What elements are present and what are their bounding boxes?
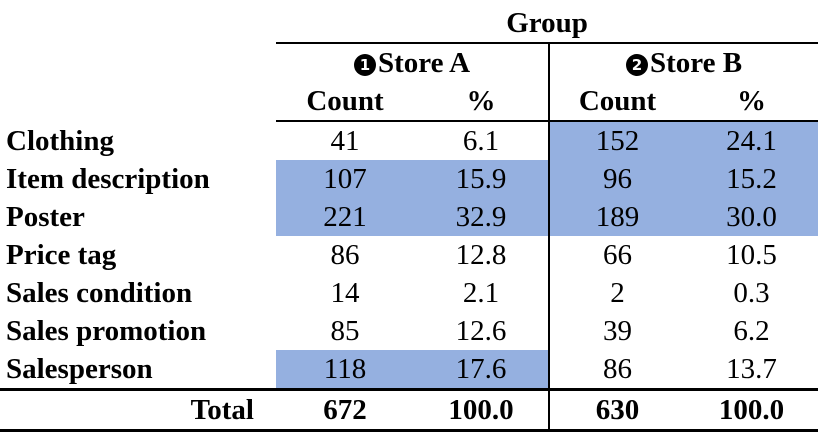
- table-row: Price tag 86 12.8 66 10.5: [0, 236, 818, 274]
- store-b-pct-header: %: [685, 82, 818, 122]
- subheader-row: Count % Count %: [0, 82, 818, 122]
- store-header-row: 1 Store A 2 Store B: [0, 43, 818, 82]
- store-a-pct: 2.1: [414, 274, 550, 312]
- store-a-pct-header: %: [414, 82, 550, 122]
- store-a-total-count: 672: [276, 388, 414, 432]
- number-two-marker-icon: 2: [625, 54, 648, 76]
- store-b-pct: 0.3: [733, 277, 770, 309]
- table-row: Poster 221 32.9 189 30.0: [0, 198, 818, 236]
- total-row: Total 672 100.0 630 100.0: [0, 388, 818, 432]
- table-row: Clothing 41 6.1 152 24.1: [0, 121, 818, 160]
- total-label: Total: [0, 388, 276, 432]
- store-b-count: 86: [603, 353, 632, 385]
- store-b-count: 189: [549, 198, 685, 236]
- row-label: Price tag: [6, 239, 117, 271]
- store-a-pct: 12.6: [414, 312, 550, 350]
- number-one-marker-icon: 1: [353, 54, 376, 76]
- row-label: Salesperson: [6, 353, 153, 385]
- store-b-total-pct: 100.0: [685, 388, 818, 432]
- store-b-count: 2: [610, 277, 625, 309]
- store-a-count: 41: [330, 125, 360, 157]
- group-header: Group: [276, 4, 818, 44]
- row-label: Item description: [6, 163, 210, 195]
- store-b-pct: 15.2: [685, 160, 818, 198]
- store-a-pct: 6.1: [414, 121, 550, 160]
- corner-cell: [0, 43, 276, 82]
- store-a-count: 86: [330, 239, 360, 271]
- table-body: Clothing 41 6.1 152 24.1 Item descriptio…: [0, 121, 818, 432]
- store-b-pct: 6.2: [733, 315, 770, 347]
- store-a-count-header: Count: [276, 82, 414, 122]
- store-comparison-table: Group 1 Store A 2 Store B Count % Count % …: [0, 4, 818, 432]
- store-b-pct: 10.5: [726, 239, 777, 271]
- row-label: Clothing: [6, 124, 114, 157]
- store-b-pct: 13.7: [726, 353, 777, 385]
- store-b-count: 96: [549, 160, 685, 198]
- store-a-pct: 17.6: [414, 350, 550, 390]
- store-a-count: 85: [330, 315, 360, 347]
- store-a-count: 14: [330, 277, 360, 309]
- row-label: Poster: [6, 201, 85, 233]
- store-b-count: 152: [549, 121, 685, 160]
- store-b-count: 39: [603, 315, 632, 347]
- row-label: Sales promotion: [6, 315, 207, 347]
- store-a-total-pct: 100.0: [414, 388, 550, 432]
- store-a-name: Store A: [377, 47, 471, 79]
- corner-cell: [0, 82, 276, 121]
- store-b-pct: 30.0: [685, 198, 818, 236]
- store-a-count: 221: [276, 198, 414, 236]
- store-a-header: 1 Store A: [276, 43, 550, 82]
- corner-cell: [0, 4, 276, 43]
- store-b-name: Store B: [649, 47, 743, 79]
- store-b-header: 2 Store B: [549, 43, 818, 82]
- row-label: Sales condition: [6, 277, 193, 309]
- store-b-pct: 24.1: [685, 121, 818, 160]
- table-row: Sales promotion 85 12.6 39 6.2: [0, 312, 818, 350]
- store-a-pct: 12.8: [414, 236, 550, 274]
- store-a-count: 118: [276, 350, 414, 390]
- table-row: Salesperson 118 17.6 86 13.7: [0, 350, 818, 390]
- store-b-count: 66: [603, 239, 632, 271]
- store-a-pct: 32.9: [414, 198, 550, 236]
- table-row: Item description 107 15.9 96 15.2: [0, 160, 818, 198]
- store-a-pct: 15.9: [414, 160, 550, 198]
- store-b-count-header: Count: [549, 82, 685, 122]
- store-a-count: 107: [276, 160, 414, 198]
- store-b-total-count: 630: [549, 388, 685, 432]
- table-row: Sales condition 14 2.1 2 0.3: [0, 274, 818, 312]
- group-header-row: Group: [0, 4, 818, 44]
